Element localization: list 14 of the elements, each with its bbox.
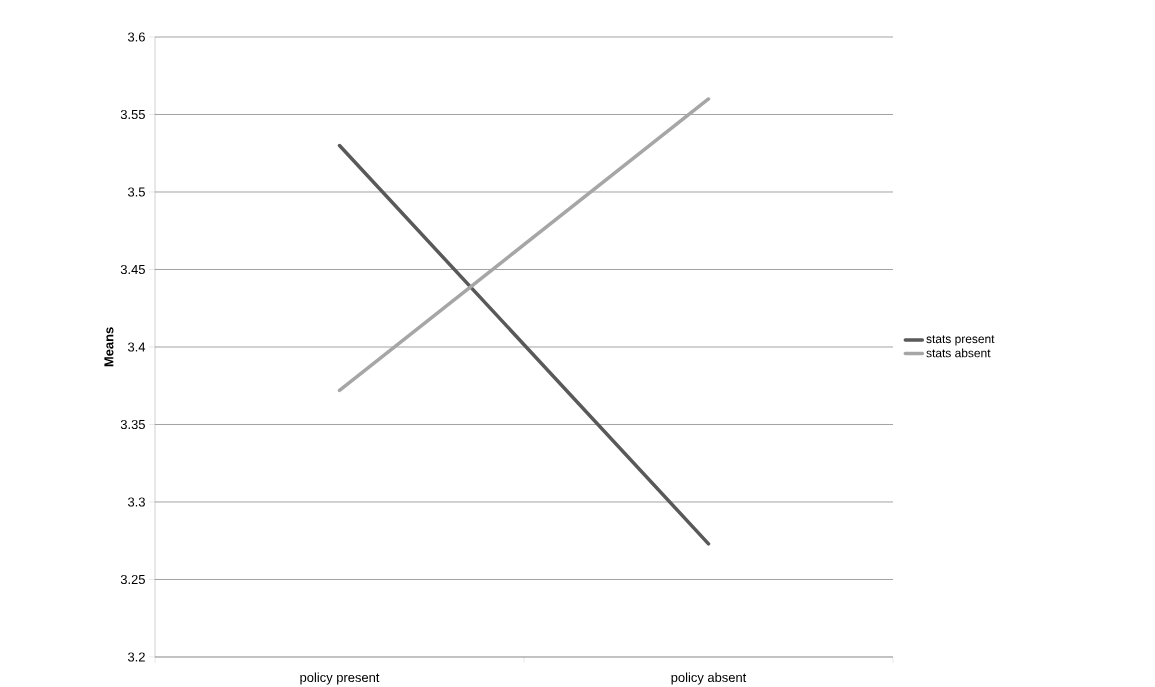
y-tick-label: 3.25 (120, 574, 145, 585)
y-tick-label: 3.55 (120, 109, 145, 120)
y-tick-label: 3.6 (127, 32, 145, 42)
legend-label: stats present (926, 335, 995, 346)
y-tick-label: 3.3 (127, 497, 145, 507)
y-tick-label: 3.45 (120, 264, 145, 275)
x-tick-label: policy present (300, 672, 380, 685)
legend-label: stats absent (926, 348, 991, 358)
y-axis-title: Means (104, 327, 114, 367)
y-tick-label: 3.4 (127, 342, 146, 352)
x-tick-label: policy absent (671, 672, 747, 685)
y-tick-label: 3.2 (127, 652, 145, 662)
y-tick-label: 3.35 (120, 419, 145, 430)
y-tick-label: 3.5 (127, 187, 145, 197)
